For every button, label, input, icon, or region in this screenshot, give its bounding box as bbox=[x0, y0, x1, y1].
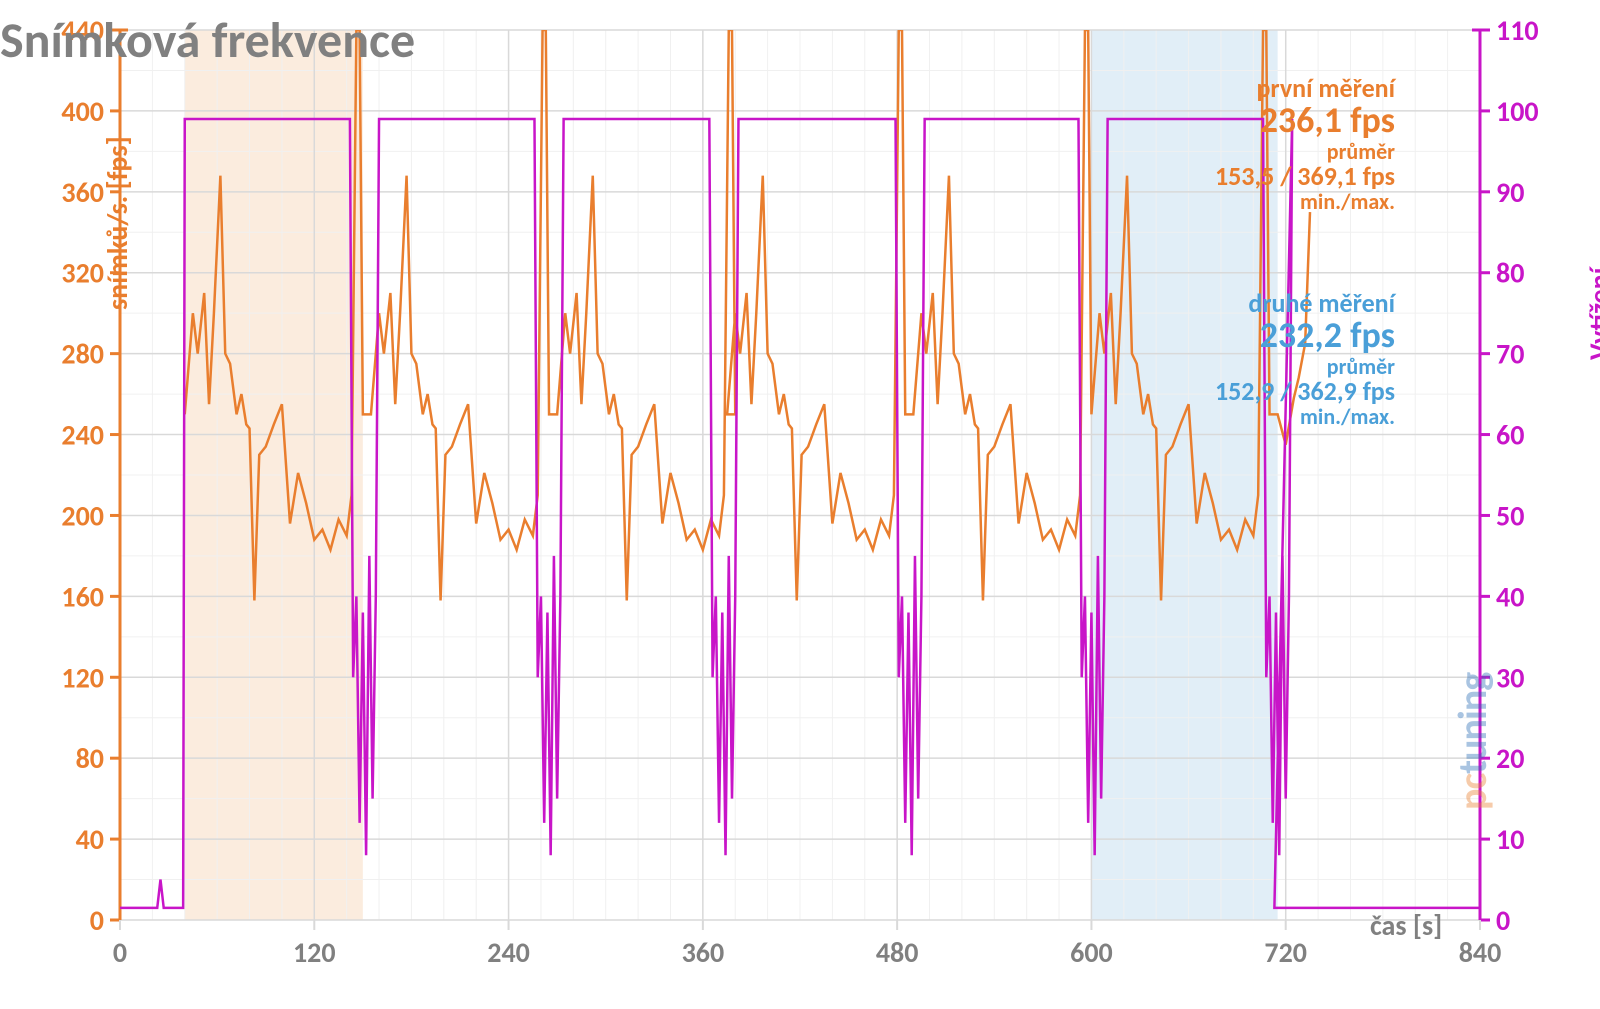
y-left-tick-label: 280 bbox=[61, 337, 104, 372]
y-left-axis-label: snímků/s. [fps] bbox=[100, 136, 135, 310]
x-tick-label: 840 bbox=[1459, 935, 1502, 970]
annotation-line: 236,1 fps bbox=[1215, 102, 1395, 140]
y-right-tick-label: 90 bbox=[1496, 175, 1524, 210]
y-left-tick-label: 80 bbox=[76, 741, 104, 776]
annotation-line: min./max. bbox=[1215, 190, 1395, 213]
y-right-tick-label: 70 bbox=[1496, 337, 1524, 372]
y-right-tick-label: 20 bbox=[1496, 741, 1524, 776]
y-left-tick-label: 240 bbox=[61, 418, 104, 453]
watermark-segment: tuning bbox=[1448, 673, 1497, 774]
x-tick-label: 600 bbox=[1070, 935, 1113, 970]
y-right-tick-label: 30 bbox=[1496, 660, 1524, 695]
annotation-line: 152,9 / 362,9 fps bbox=[1215, 378, 1395, 405]
x-tick-label: 120 bbox=[293, 935, 336, 970]
y-left-tick-label: 0 bbox=[90, 903, 104, 938]
y-left-tick-label: 400 bbox=[61, 94, 104, 129]
y-right-tick-label: 110 bbox=[1496, 13, 1539, 48]
chart-title: Snímková frekvence bbox=[0, 10, 1310, 71]
y-left-tick-label: 40 bbox=[76, 822, 104, 857]
x-tick-label: 0 bbox=[113, 935, 127, 970]
chart-container: 0408012016020024028032036040044001020304… bbox=[0, 0, 1600, 1009]
y-right-tick-label: 100 bbox=[1496, 94, 1539, 129]
x-tick-label: 480 bbox=[876, 935, 919, 970]
annotation-line: min./max. bbox=[1215, 405, 1395, 428]
annotation-line: 232,2 fps bbox=[1215, 317, 1395, 355]
y-right-tick-label: 50 bbox=[1496, 498, 1524, 533]
y-right-tick-label: 60 bbox=[1496, 418, 1524, 453]
y-left-tick-label: 200 bbox=[61, 498, 104, 533]
x-tick-label: 240 bbox=[487, 935, 530, 970]
y-left-tick-label: 360 bbox=[61, 175, 104, 210]
y-right-axis-label: Vytížení GPU [%] bbox=[1582, 267, 1600, 360]
y-left-tick-label: 320 bbox=[61, 256, 104, 291]
y-right-tick-label: 0 bbox=[1496, 903, 1510, 938]
y-left-tick-label: 160 bbox=[61, 579, 104, 614]
watermark-logo: pctuning bbox=[1448, 673, 1497, 810]
watermark-segment: pc bbox=[1448, 774, 1497, 810]
annotation-second-measurement: druhé měření232,2 fpsprůměr 152,9 / 362,… bbox=[1215, 290, 1395, 429]
y-right-tick-label: 80 bbox=[1496, 256, 1524, 291]
x-axis-label: čas [s] bbox=[1370, 908, 1442, 943]
x-tick-label: 360 bbox=[682, 935, 725, 970]
x-tick-label: 720 bbox=[1264, 935, 1307, 970]
y-right-tick-label: 10 bbox=[1496, 822, 1524, 857]
y-left-tick-label: 120 bbox=[61, 660, 104, 695]
annotation-line: 153,5 / 369,1 fps bbox=[1215, 163, 1395, 190]
y-right-tick-label: 40 bbox=[1496, 579, 1524, 614]
annotation-first-measurement: první měření236,1 fpsprůměr 153,5 / 369,… bbox=[1215, 75, 1395, 214]
